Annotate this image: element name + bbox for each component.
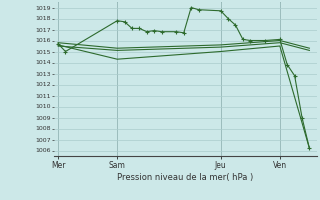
X-axis label: Pression niveau de la mer( hPa ): Pression niveau de la mer( hPa )	[117, 173, 254, 182]
